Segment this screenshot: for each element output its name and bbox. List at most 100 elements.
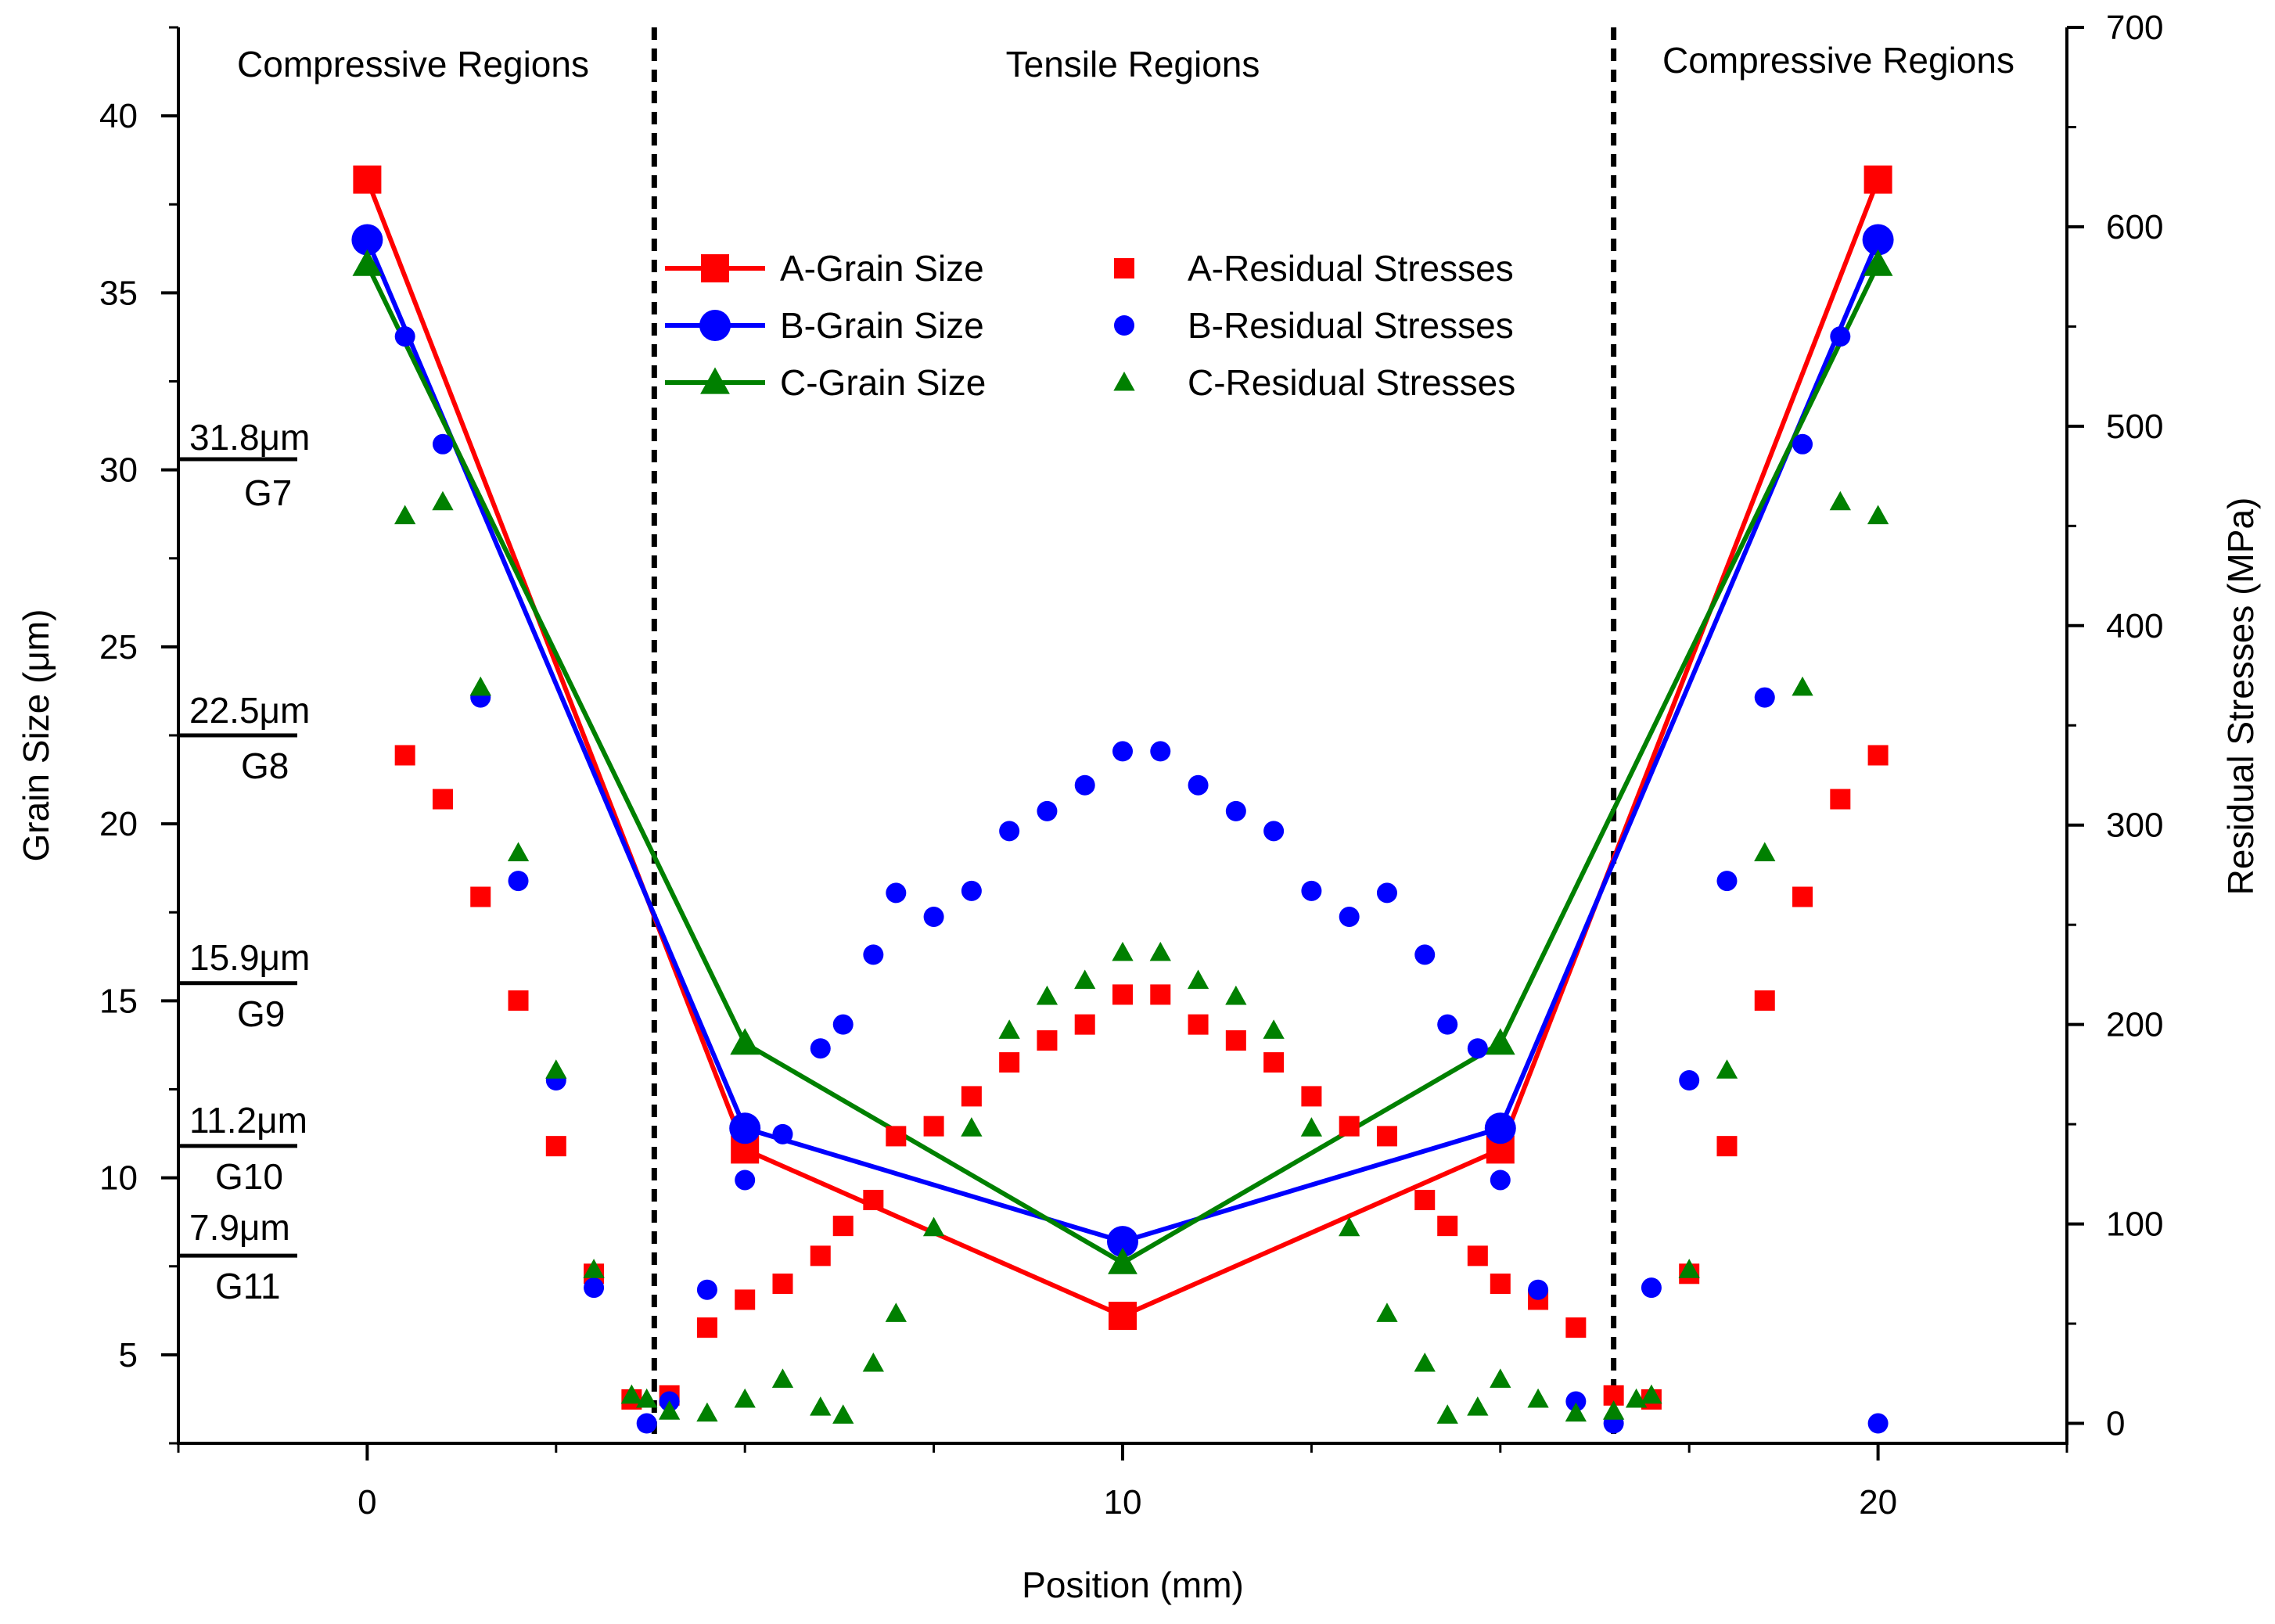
stress-point-b (772, 1123, 793, 1144)
stress-point-b (886, 882, 907, 904)
stress-point-b (508, 871, 529, 892)
stress-point-a (1301, 1086, 1322, 1107)
stress-point-a (508, 990, 529, 1011)
stress-point-b (1037, 800, 1058, 821)
stress-point-c (1036, 985, 1058, 1005)
stress-point-a (961, 1086, 982, 1107)
stress-point-b (394, 326, 415, 347)
stress-point-b (1867, 1413, 1889, 1434)
stress-point-c (1792, 676, 1813, 696)
stress-point-c (507, 842, 530, 861)
y2-tick-label: 200 (2106, 1006, 2163, 1044)
stress-point-b (636, 1413, 657, 1434)
stress-point-b (1830, 326, 1851, 347)
stress-point-c (1225, 985, 1247, 1005)
grain-references: 31.8μm G7 22.5μm G8 15.9μm G9 11.2μm G10… (189, 417, 310, 1306)
stress-point-c (885, 1302, 907, 1322)
legend-grain-marker-a (701, 254, 729, 282)
legend-label-a-stress: A-Residual Stresses (1188, 248, 1514, 289)
stress-point-b (1641, 1277, 1662, 1299)
stress-point-a (1074, 1014, 1095, 1035)
stress-point-a (1716, 1136, 1738, 1157)
stress-point-b (923, 906, 944, 927)
y-tick-label: 35 (99, 274, 138, 312)
stress-point-c (1436, 1404, 1458, 1424)
region-label-right: Compressive Regions (1662, 40, 2014, 81)
region-dividers (651, 27, 1617, 1443)
y-tick-label: 20 (99, 805, 138, 843)
y2-tick-label: 700 (2106, 9, 2163, 47)
stress-point-b (1792, 433, 1813, 455)
stress-point-b (1263, 821, 1285, 842)
stress-point-c (1414, 1352, 1436, 1372)
stress-point-a (923, 1116, 944, 1137)
x-tick-label: 20 (1859, 1483, 1897, 1522)
stress-point-a (999, 1052, 1020, 1073)
stress-point-a (394, 745, 415, 766)
stress-point-a (735, 1289, 756, 1310)
stress-point-a (1792, 886, 1813, 907)
grain-size-point-c (1485, 1028, 1515, 1055)
legend-stress-marker-c (1113, 371, 1135, 391)
grain-reference-size: 11.2μm (189, 1100, 307, 1141)
stress-point-c (1716, 1059, 1738, 1079)
stress-point-a (545, 1136, 566, 1157)
stress-point-b (832, 1014, 854, 1035)
x-tick-label: 10 (1104, 1483, 1142, 1522)
axis-ticks: 0 10 2051015202530354001002003004005006007… (99, 9, 2163, 1522)
grain-size-point-c (730, 1028, 760, 1055)
residual-stress-points (394, 326, 1889, 1434)
grain-reference-grade: G8 (241, 746, 289, 786)
grain-reference-size: 22.5μm (189, 690, 310, 731)
x-axis-title: Position (mm) (1022, 1565, 1244, 1605)
stress-point-c (1867, 505, 1889, 525)
stress-point-c (1565, 1402, 1587, 1422)
x-tick-label: 0 (358, 1483, 376, 1522)
stress-point-a (1830, 789, 1851, 810)
stress-point-b (1339, 906, 1360, 927)
legend-label-b-grain: B-Grain Size (780, 305, 984, 346)
stress-point-c (1678, 1259, 1700, 1278)
stress-point-a (1414, 1189, 1436, 1210)
stress-point-c (636, 1388, 658, 1408)
grain-reference-size: 15.9μm (189, 937, 310, 978)
stress-point-c (1187, 969, 1209, 990)
stress-point-a (696, 1317, 717, 1338)
stress-point-b (1414, 944, 1436, 965)
grain-reference-size: 7.9μm (189, 1207, 290, 1248)
stress-point-c (1527, 1388, 1549, 1408)
grain-size-point-c (352, 249, 383, 276)
stress-point-c (810, 1396, 832, 1416)
legend-label-c-stress: C-Residual Stresses (1188, 362, 1515, 403)
y-tick-label: 30 (99, 451, 138, 490)
stress-point-a (772, 1274, 793, 1295)
stress-point-b (1188, 774, 1209, 796)
grain-size-point-c (1863, 249, 1893, 276)
stress-point-a (1188, 1014, 1209, 1035)
y2-tick-label: 500 (2106, 408, 2163, 446)
grain-size-point-b (1862, 224, 1894, 256)
stress-point-c (922, 1216, 945, 1237)
y2-tick-label: 0 (2106, 1405, 2125, 1443)
stress-point-a (1490, 1274, 1511, 1295)
stress-point-b (1754, 687, 1775, 708)
stress-point-b (1437, 1014, 1458, 1035)
stress-point-a (810, 1245, 831, 1267)
stress-point-a (1754, 990, 1775, 1011)
stress-point-b (1112, 741, 1133, 762)
grain-reference-grade: G10 (215, 1156, 283, 1197)
y2-tick-label: 400 (2106, 607, 2163, 645)
stress-point-c (432, 490, 454, 511)
stress-point-c (1074, 969, 1096, 990)
grain-reference-lines (178, 457, 297, 1258)
grain-reference-size: 31.8μm (189, 417, 310, 458)
stress-point-c (862, 1352, 885, 1372)
y2-axis-title: Residual Stresses (MPa) (2220, 498, 2261, 896)
legend-label-a-grain: A-Grain Size (780, 248, 984, 289)
y-tick-label: 10 (99, 1159, 138, 1198)
grain-reference-grade: G9 (237, 993, 285, 1034)
stress-point-c (1602, 1400, 1625, 1420)
stress-point-b (1528, 1279, 1549, 1300)
stress-point-b (999, 821, 1020, 842)
